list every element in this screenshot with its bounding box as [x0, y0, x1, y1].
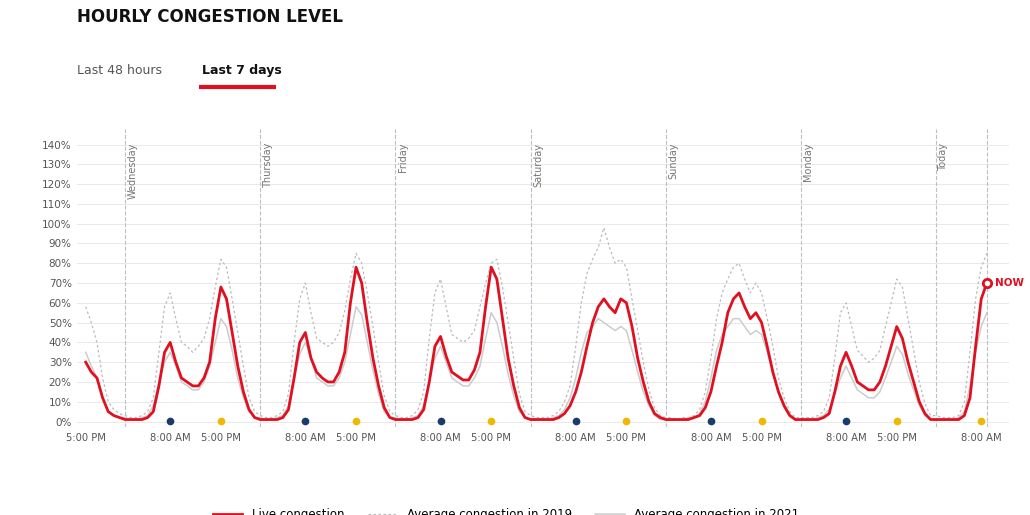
- Text: Friday: Friday: [398, 143, 408, 172]
- Text: Thursday: Thursday: [263, 143, 273, 188]
- Legend: Live congestion, Average congestion in 2019, Average congestion in 2021: Live congestion, Average congestion in 2…: [208, 504, 804, 515]
- Text: Last 7 days: Last 7 days: [202, 64, 281, 77]
- Text: HOURLY CONGESTION LEVEL: HOURLY CONGESTION LEVEL: [77, 8, 343, 26]
- Text: Sunday: Sunday: [668, 143, 678, 179]
- Text: Saturday: Saturday: [533, 143, 543, 186]
- Text: Today: Today: [938, 143, 949, 170]
- Text: Last 48 hours: Last 48 hours: [77, 64, 163, 77]
- Text: Wednesday: Wednesday: [128, 143, 137, 199]
- Text: NOW: NOW: [995, 278, 1024, 288]
- Text: Monday: Monday: [803, 143, 814, 181]
